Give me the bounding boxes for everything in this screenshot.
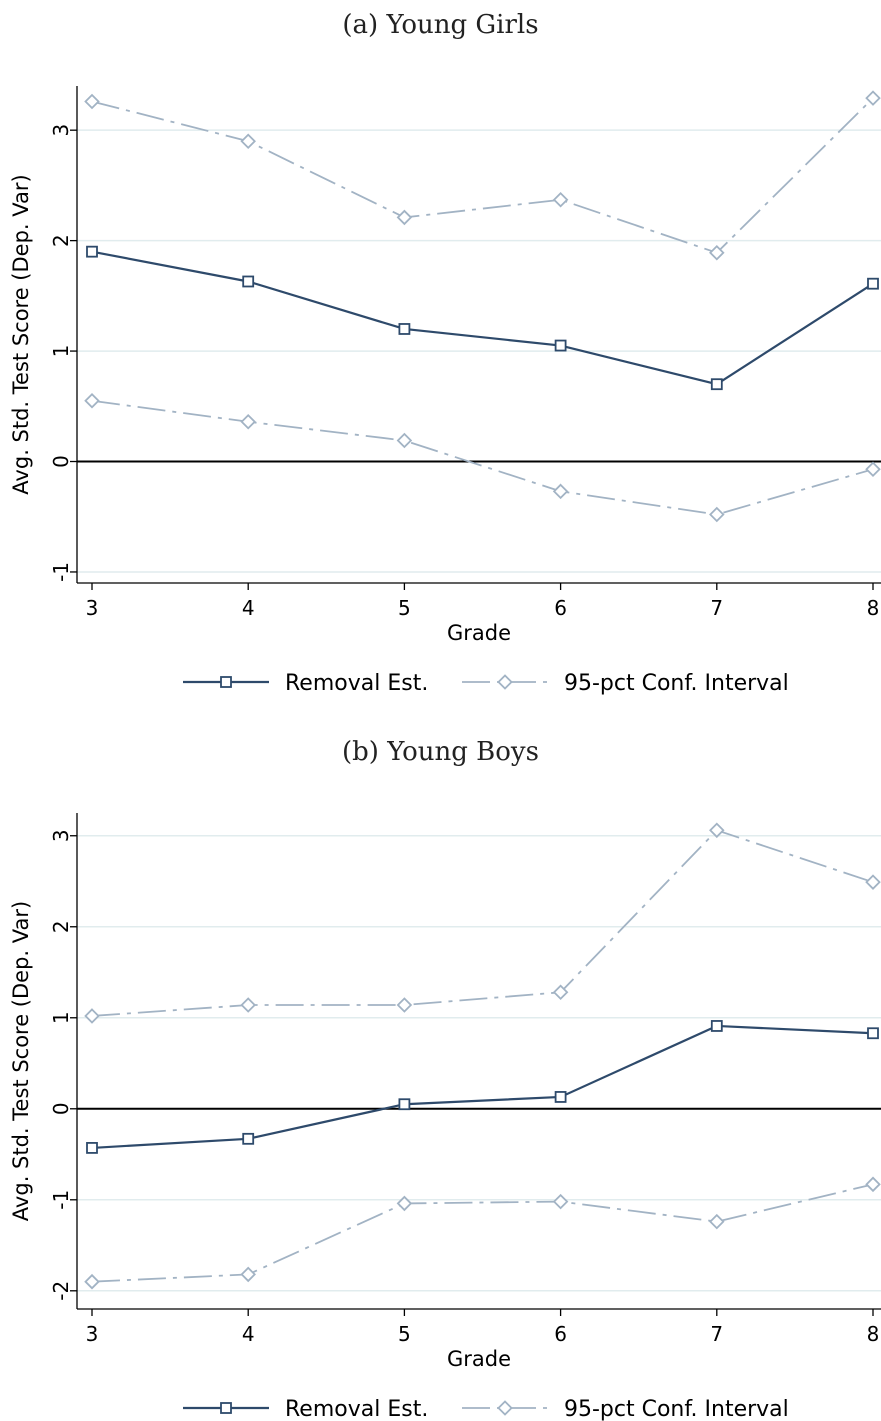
data-point-marker bbox=[867, 277, 879, 290]
data-point-marker bbox=[865, 90, 881, 106]
y-tick-label: 0 bbox=[49, 1102, 73, 1115]
x-tick-label: 5 bbox=[398, 1322, 411, 1346]
data-point-marker bbox=[865, 461, 881, 478]
legend-label: 95-pct Conf. Interval bbox=[564, 671, 789, 696]
series-line bbox=[91, 250, 874, 386]
chart-title: (a) Young Girls bbox=[342, 10, 539, 40]
data-point-marker bbox=[396, 432, 413, 449]
data-point-marker bbox=[86, 245, 98, 258]
data-point-marker bbox=[220, 1402, 232, 1414]
data-point-marker bbox=[240, 133, 256, 149]
x-tick-label: 6 bbox=[554, 596, 567, 620]
series-line bbox=[91, 829, 874, 1017]
x-tick-label: 8 bbox=[867, 596, 880, 620]
x-tick-label: 4 bbox=[242, 596, 255, 620]
y-tick-label: 3 bbox=[49, 829, 73, 842]
data-point-marker bbox=[867, 1027, 879, 1040]
x-axis-title: Grade bbox=[447, 1347, 511, 1371]
y-tick-label: 1 bbox=[49, 1011, 73, 1024]
y-tick-label: -2 bbox=[49, 1281, 73, 1301]
data-point-marker bbox=[396, 1195, 413, 1212]
line-chart-young-girls: -1 0 1 2 3 3 4 5 6 7 8 Grade Avg. Std. Test Score (D… bbox=[9, 86, 881, 696]
data-point-marker bbox=[865, 1176, 881, 1193]
series-line bbox=[91, 399, 874, 516]
data-point-marker bbox=[396, 997, 413, 1013]
legend-label: Removal Est. bbox=[285, 671, 428, 696]
data-point-marker bbox=[865, 874, 881, 890]
data-point-marker bbox=[497, 674, 513, 690]
y-tick-label: 1 bbox=[49, 345, 73, 358]
data-point-marker bbox=[552, 191, 569, 208]
legend-item: Removal Est. bbox=[183, 671, 428, 696]
series-line bbox=[91, 1024, 874, 1150]
data-point-marker bbox=[398, 1098, 411, 1111]
data-point-marker bbox=[709, 822, 725, 839]
legend-item: 95-pct Conf. Interval bbox=[462, 671, 789, 696]
x-tick-label: 8 bbox=[867, 1322, 880, 1346]
data-point-marker bbox=[497, 1400, 513, 1416]
y-tick-label: -1 bbox=[49, 562, 73, 582]
data-point-marker bbox=[84, 93, 100, 110]
data-point-marker bbox=[396, 209, 413, 226]
x-tick-label: 7 bbox=[710, 1322, 723, 1346]
data-point-marker bbox=[554, 1091, 567, 1103]
data-point-marker bbox=[240, 997, 256, 1013]
x-tick-label: 7 bbox=[710, 596, 723, 620]
legend-label: Removal Est. bbox=[285, 1397, 428, 1421]
y-tick-label: 2 bbox=[49, 920, 73, 933]
series-line bbox=[91, 97, 874, 254]
legend-item: 95-pct Conf. Interval bbox=[462, 1397, 789, 1421]
legend-item: Removal Est. bbox=[183, 1397, 428, 1421]
y-tick-label: 2 bbox=[49, 234, 73, 247]
line-chart-young-boys: -2 -1 0 1 2 3 3 4 5 6 7 8 Grade Avg. Std. Test Score … bbox=[9, 813, 881, 1421]
data-point-marker bbox=[709, 1213, 725, 1230]
data-point-marker bbox=[242, 275, 255, 288]
data-point-marker bbox=[710, 378, 723, 391]
chart-panel-young-boys: (b) Young Boys -2 -1 0 1 2 3 3 4 5 6 7 8 Grade Avg. S… bbox=[0, 725, 881, 1421]
y-axis-title: Avg. Std. Test Score (Dep. Var) bbox=[9, 174, 33, 494]
data-point-marker bbox=[554, 339, 567, 352]
data-point-marker bbox=[709, 244, 725, 261]
data-point-marker bbox=[240, 1266, 256, 1283]
x-tick-label: 5 bbox=[398, 596, 411, 620]
legend-label: 95-pct Conf. Interval bbox=[564, 1397, 789, 1421]
y-tick-label: -1 bbox=[49, 1190, 73, 1210]
data-point-marker bbox=[552, 1193, 569, 1210]
y-axis-title: Avg. Std. Test Score (Dep. Var) bbox=[9, 901, 33, 1221]
chart-title: (b) Young Boys bbox=[342, 737, 539, 767]
y-tick-label: 3 bbox=[49, 124, 73, 137]
data-point-marker bbox=[240, 413, 256, 430]
data-point-marker bbox=[86, 1142, 98, 1154]
x-tick-label: 3 bbox=[86, 596, 99, 620]
y-tick-label: 0 bbox=[49, 455, 73, 468]
data-point-marker bbox=[220, 676, 232, 688]
x-tick-label: 6 bbox=[554, 1322, 567, 1346]
data-point-marker bbox=[710, 1020, 723, 1032]
series-line bbox=[91, 1183, 874, 1283]
data-point-marker bbox=[552, 984, 569, 1001]
data-point-marker bbox=[84, 1273, 100, 1290]
data-point-marker bbox=[84, 1008, 100, 1024]
data-point-marker bbox=[552, 483, 569, 500]
chart-panel-young-girls: (a) Young Girls -1 0 1 2 3 3 4 5 6 7 8 Grade Avg. St… bbox=[9, 10, 881, 696]
x-tick-label: 3 bbox=[86, 1322, 99, 1346]
data-point-marker bbox=[84, 392, 100, 409]
data-point-marker bbox=[242, 1132, 255, 1145]
data-point-marker bbox=[709, 506, 725, 523]
data-point-marker bbox=[398, 323, 411, 335]
x-tick-label: 4 bbox=[242, 1322, 255, 1346]
x-axis-title: Grade bbox=[447, 621, 511, 645]
